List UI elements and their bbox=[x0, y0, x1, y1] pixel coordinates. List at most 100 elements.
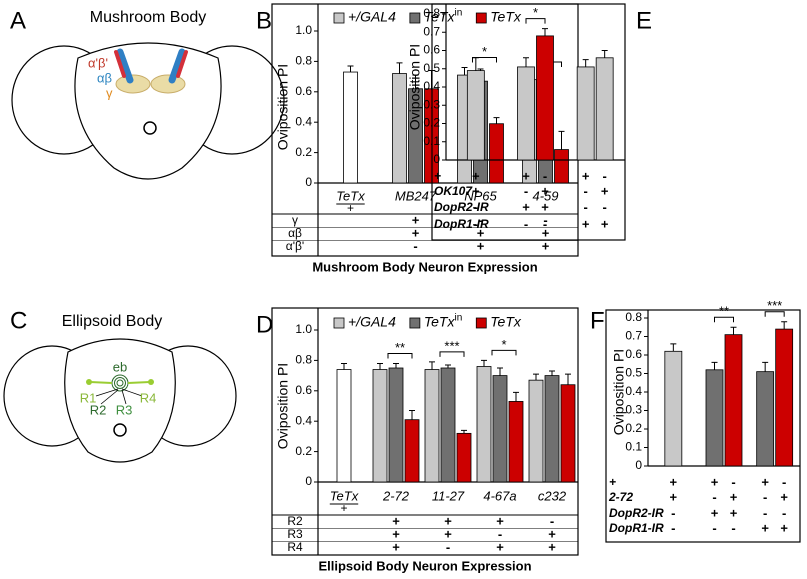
apbp-lobe bbox=[114, 50, 126, 78]
significance-bracket bbox=[525, 18, 546, 24]
x-tick-label: NP65 bbox=[464, 188, 497, 203]
significance-bracket bbox=[387, 352, 413, 359]
panel-frame bbox=[605, 309, 801, 543]
bar bbox=[392, 73, 407, 184]
table-cell: + bbox=[761, 520, 769, 535]
legend-label-sup: in bbox=[454, 8, 462, 19]
esophagus bbox=[143, 121, 157, 135]
ab-lobe bbox=[168, 48, 186, 84]
table-cell: - bbox=[712, 489, 716, 504]
table-row-label: R4 bbox=[287, 540, 303, 554]
table-cell: - bbox=[712, 520, 716, 535]
table-cell: - bbox=[583, 183, 587, 198]
significance-label: * bbox=[501, 337, 506, 352]
region-label: eb bbox=[113, 359, 127, 374]
lobe-label: α'β' bbox=[88, 55, 108, 70]
y-tick-label: 0.2 bbox=[423, 116, 440, 130]
table-row-label: γ bbox=[292, 213, 298, 227]
pointer bbox=[95, 388, 143, 405]
table-cell: + bbox=[444, 526, 452, 541]
brain-center bbox=[64, 338, 176, 463]
table-row-label: αβ bbox=[288, 226, 302, 240]
error-bar bbox=[377, 362, 383, 370]
bar bbox=[560, 384, 576, 483]
table-cell: - bbox=[413, 238, 417, 253]
table-cell: - bbox=[763, 505, 767, 520]
x-tick-label: c232 bbox=[538, 488, 567, 503]
y-tick-label: 0.5 bbox=[625, 366, 642, 380]
table-cell: + bbox=[780, 489, 788, 504]
error-bar bbox=[565, 373, 571, 385]
table-row-label: + bbox=[434, 169, 441, 183]
bar bbox=[775, 328, 794, 467]
y-tick-label: 0.8 bbox=[295, 353, 312, 367]
y-tick-label: 0.6 bbox=[423, 43, 440, 57]
y-tick-label: 0.6 bbox=[295, 383, 312, 397]
table-row-label: + bbox=[609, 475, 616, 489]
table-cell: - bbox=[731, 520, 735, 535]
legend-swatch bbox=[409, 317, 421, 329]
y-tick-label: 0.4 bbox=[423, 79, 440, 93]
ab-lobe bbox=[116, 48, 134, 84]
y-tick-label: 0.6 bbox=[625, 347, 642, 361]
error-bar bbox=[558, 130, 565, 150]
cell-body bbox=[86, 379, 92, 385]
bar bbox=[424, 369, 440, 483]
x-tick-label: MB247 bbox=[395, 188, 437, 203]
table-row-label: DopR2-IR bbox=[609, 506, 664, 520]
table-cell: - bbox=[524, 216, 528, 231]
ellipsoid-body-diagram: C Ellipsoid Body eb R1 R2 R3 R4 bbox=[3, 307, 237, 463]
table-cell: + bbox=[670, 489, 678, 504]
table-cell: + bbox=[730, 505, 738, 520]
bar bbox=[336, 369, 352, 483]
table-cell: - bbox=[543, 216, 547, 231]
y-tick-label: 0.7 bbox=[423, 24, 440, 38]
legend-swatch bbox=[475, 12, 487, 24]
table-cell: + bbox=[582, 168, 590, 183]
y-tick-label: 0.5 bbox=[423, 61, 440, 75]
y-tick-label: 0.4 bbox=[625, 384, 642, 398]
bar bbox=[489, 123, 504, 184]
table-cell: + bbox=[477, 238, 485, 253]
error-bar bbox=[461, 429, 467, 434]
y-axis-label: Oviposition PI bbox=[611, 349, 627, 435]
bar bbox=[544, 375, 560, 483]
x-tick-label: 4-59 bbox=[532, 188, 558, 203]
table-cell: + bbox=[412, 212, 420, 227]
y-tick-label: 0.4 bbox=[295, 114, 312, 128]
error-bar bbox=[711, 361, 718, 370]
table-cell: - bbox=[602, 199, 606, 214]
table-cell: + bbox=[601, 216, 609, 231]
table-cell: + bbox=[392, 526, 400, 541]
bar bbox=[528, 379, 544, 483]
region-label: R4 bbox=[140, 390, 157, 405]
table-cell: + bbox=[522, 199, 530, 214]
bar bbox=[576, 66, 595, 161]
significance-bracket bbox=[491, 349, 517, 356]
legend-swatch bbox=[475, 317, 487, 329]
table-cell: + bbox=[670, 474, 678, 489]
y-axis-label: Oviposition PI bbox=[275, 64, 291, 150]
significance-label: ** bbox=[719, 304, 729, 319]
neuron bbox=[127, 381, 151, 384]
error-bar bbox=[781, 321, 788, 330]
error-bar bbox=[730, 326, 737, 335]
table-cell: - bbox=[602, 168, 606, 183]
table-cell: - bbox=[782, 505, 786, 520]
y-tick-label: 0.4 bbox=[295, 413, 312, 427]
error-bar bbox=[396, 62, 403, 74]
y-tick-label: 0 bbox=[433, 152, 440, 166]
table-cell: + bbox=[392, 539, 400, 554]
table-cell: + bbox=[711, 505, 719, 520]
y-axis-label: Oviposition PI bbox=[407, 44, 423, 130]
table-cell: + bbox=[548, 526, 556, 541]
bar bbox=[456, 432, 472, 483]
table-cell: - bbox=[763, 489, 767, 504]
table-cell: - bbox=[498, 526, 502, 541]
bar bbox=[440, 367, 456, 483]
bar bbox=[404, 419, 420, 483]
error-bar bbox=[481, 359, 487, 367]
y-tick-label: 0.3 bbox=[625, 403, 642, 417]
table-cell: + bbox=[761, 474, 769, 489]
